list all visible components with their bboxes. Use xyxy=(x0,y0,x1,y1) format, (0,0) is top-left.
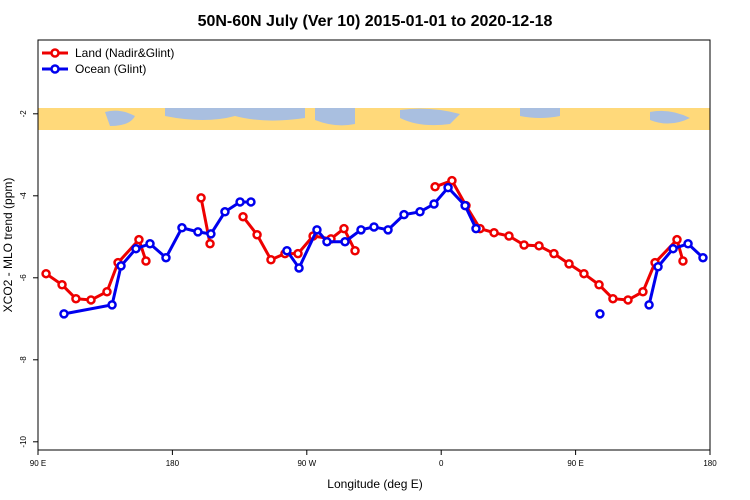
data-point xyxy=(594,280,604,290)
data-point xyxy=(206,229,216,239)
y-tick-label: -8 xyxy=(19,356,28,364)
data-point xyxy=(668,243,678,254)
y-tick-label: -6 xyxy=(19,274,28,282)
y-axis-label: XCO2 - MLO trend (ppm) xyxy=(1,178,15,313)
data-point xyxy=(460,200,470,211)
plot-frame xyxy=(37,39,711,451)
data-point xyxy=(429,199,439,209)
data-point xyxy=(519,240,529,250)
data-point xyxy=(220,207,230,217)
chart-title: 50N-60N July (Ver 10) 2015-01-01 to 2020… xyxy=(198,13,553,30)
data-point xyxy=(312,225,322,235)
data-point xyxy=(430,182,440,192)
data-point xyxy=(293,248,303,259)
data-point xyxy=(579,268,589,279)
data-point xyxy=(672,234,682,245)
data-point xyxy=(638,286,648,297)
x-tick-label: 90 E xyxy=(567,459,583,468)
series-line xyxy=(45,178,685,302)
data-point xyxy=(564,259,574,269)
data-point xyxy=(107,300,117,310)
data-point xyxy=(340,236,350,247)
data-point xyxy=(350,245,360,256)
data-point xyxy=(235,197,245,207)
data-point xyxy=(205,239,215,249)
data-point xyxy=(161,252,171,263)
data-point xyxy=(131,243,141,254)
data-point xyxy=(608,293,618,304)
data-point xyxy=(193,227,203,237)
data-point xyxy=(57,280,67,290)
x-tick-label: 90 W xyxy=(297,459,316,468)
x-tick-label: 90 E xyxy=(30,459,46,468)
data-point xyxy=(102,286,112,297)
data-point xyxy=(145,239,155,249)
data-point xyxy=(134,234,144,245)
data-point xyxy=(294,263,304,273)
data-point xyxy=(683,239,693,249)
data-point xyxy=(653,261,663,272)
data-point xyxy=(71,293,81,304)
data-point xyxy=(698,252,708,263)
data-point xyxy=(623,295,633,305)
data-point xyxy=(383,225,393,235)
data-point xyxy=(339,223,349,234)
data-point xyxy=(322,236,332,247)
data-point xyxy=(549,248,559,259)
data-point xyxy=(471,223,481,234)
data-point xyxy=(282,245,292,256)
data-point xyxy=(141,256,151,266)
data-point xyxy=(41,268,51,279)
legend-label: Land (Nadir&Glint) xyxy=(75,46,174,60)
data-point xyxy=(116,261,126,271)
data-point xyxy=(489,227,499,238)
data-point xyxy=(399,209,409,220)
data-point xyxy=(356,225,366,235)
x-tick-label: 0 xyxy=(439,459,444,468)
data-point xyxy=(534,241,544,251)
data-point xyxy=(252,230,262,240)
data-point xyxy=(678,256,688,266)
y-tick-label: -4 xyxy=(19,192,28,200)
data-point xyxy=(447,175,457,186)
data-point xyxy=(369,222,379,232)
data-point xyxy=(238,211,248,222)
x-tick-label: 180 xyxy=(703,459,717,468)
x-axis-label: Longitude (deg E) xyxy=(327,477,422,491)
map-strip xyxy=(38,108,710,130)
y-tick-label: -2 xyxy=(19,110,28,118)
data-point xyxy=(504,231,514,241)
legend-marker xyxy=(50,48,60,58)
legend-label: Ocean (Glint) xyxy=(75,62,146,76)
data-point xyxy=(415,207,425,217)
data-point xyxy=(86,295,96,305)
data-point xyxy=(59,309,69,319)
data-point xyxy=(595,309,605,319)
x-tick-label: 180 xyxy=(166,459,180,468)
data-point xyxy=(266,255,276,265)
data-point xyxy=(644,300,654,310)
data-point xyxy=(443,182,453,193)
legend-marker xyxy=(50,64,60,74)
y-tick-label: -10 xyxy=(19,435,28,447)
data-point xyxy=(177,223,187,233)
data-point xyxy=(246,197,256,207)
data-point xyxy=(196,193,206,203)
